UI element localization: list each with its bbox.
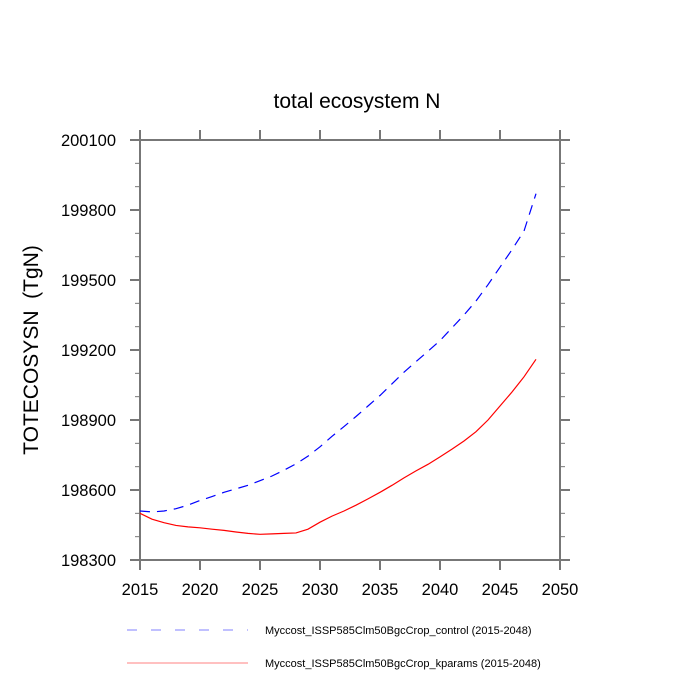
y-tick-label: 199200 (61, 342, 116, 360)
x-tick-label: 2030 (302, 581, 339, 599)
x-tick-label: 2020 (182, 581, 219, 599)
y-tick-label: 199500 (61, 272, 116, 290)
y-tick-label: 200100 (61, 132, 116, 150)
legend: Myccost_ISSP585Clm50BgcCrop_control (201… (127, 625, 541, 670)
y-tick-label: 198600 (61, 482, 116, 500)
y-tick-label: 198300 (61, 552, 116, 570)
x-tick-label: 2040 (422, 581, 459, 599)
chart-title: total ecosystem N (274, 90, 441, 113)
series-group (139, 193, 537, 535)
series-line-control (139, 193, 537, 513)
x-tick-label: 2015 (122, 581, 159, 599)
axes: 2015 2020 2025 2030 2035 2040 2045 2050 198300 19… (61, 130, 578, 599)
plot-frame (139, 139, 561, 561)
legend-label: Myccost_ISSP585Clm50BgcCrop_control (201… (265, 625, 532, 637)
x-tick-label: 2035 (362, 581, 399, 599)
series-line-kparams (139, 358, 537, 535)
legend-label: Myccost_ISSP585Clm50BgcCrop_kparams (201… (265, 658, 541, 670)
x-tick-label: 2025 (242, 581, 279, 599)
x-tick-label: 2045 (482, 581, 519, 599)
y-axis-label: TOTECOSYSN (TgN) (20, 245, 43, 455)
x-tick-label: 2050 (542, 581, 579, 599)
y-tick-label: 198900 (61, 412, 116, 430)
y-tick-label: 199800 (61, 202, 116, 220)
